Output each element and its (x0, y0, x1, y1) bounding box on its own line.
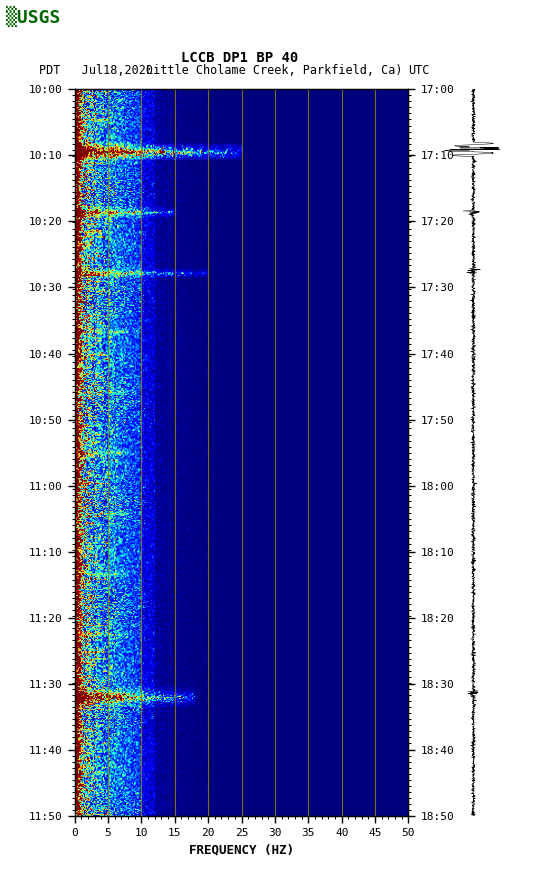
Text: ▒USGS: ▒USGS (6, 6, 60, 28)
Text: UTC: UTC (408, 64, 430, 77)
Text: Little Cholame Creek, Parkfield, Ca): Little Cholame Creek, Parkfield, Ca) (146, 64, 403, 77)
Text: PDT   Jul18,2020: PDT Jul18,2020 (39, 64, 153, 77)
Text: LCCB DP1 BP 40: LCCB DP1 BP 40 (182, 51, 299, 65)
X-axis label: FREQUENCY (HZ): FREQUENCY (HZ) (189, 844, 294, 856)
